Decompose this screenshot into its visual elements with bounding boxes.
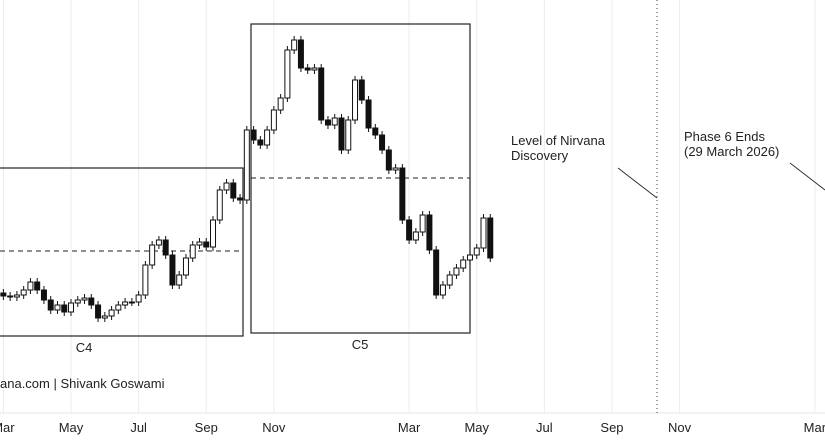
candle-body [196,241,203,246]
x-tick-label: Nov [262,420,286,435]
x-tick-label: Jul [130,420,147,435]
annotation: Discovery [511,148,569,163]
candle-body [297,39,304,69]
candle-body [466,254,473,261]
candle-body [318,67,325,121]
watermark: ana.com | Shivank Goswami [0,376,165,391]
x-tick-label: Nov [668,420,692,435]
candle-body [149,244,156,266]
candle-body [189,244,196,259]
candle-body [155,239,162,246]
candle-body [135,294,142,303]
candle-body [13,294,20,298]
arrow [789,162,825,191]
x-tick-label: Mar [0,420,15,435]
candle-body [257,139,264,146]
x-tick-label: Sep [600,420,623,435]
candle-body [115,304,122,311]
candle-body [324,119,331,126]
candle-body [419,214,426,233]
candle-body [88,297,95,306]
candle-body [7,295,14,298]
x-tick-label: Mar [398,420,421,435]
candle-body [331,117,338,126]
candle-body [270,109,277,131]
candle-body [20,289,27,296]
candle-body [480,217,487,249]
candle-body [230,182,237,199]
annotation: (29 March 2026) [684,144,779,159]
candle-body [460,259,467,269]
candle-body [203,241,210,248]
candles [0,36,494,322]
candle-body [379,134,386,151]
annotation: Level of Nirvana [511,133,606,148]
candle-body [122,301,129,306]
candle-body [74,299,81,304]
x-tick-label: May [59,420,84,435]
candle-body [446,274,453,286]
candle-body [426,214,433,251]
candle-body [352,79,359,121]
candle-body [176,274,183,286]
candle-body [34,281,41,291]
candle-body [439,284,446,296]
candle-body [487,217,494,259]
x-tick-label: Sep [195,420,218,435]
arrow [617,167,658,199]
candle-body [47,299,54,311]
candle-body [311,67,318,71]
candle-body [216,189,223,221]
candle-body [61,304,68,313]
candle-body [81,297,88,301]
candle-body [345,119,352,151]
candle-body [264,129,271,146]
candle-body [304,67,311,71]
candle-body [210,219,217,248]
candle-body [108,309,115,317]
candle-body [54,304,61,311]
candle-body [95,304,102,319]
grid [2,0,816,413]
candle-body [223,182,230,191]
candle-body [392,167,399,171]
candle-body [162,239,169,256]
candle-body [169,254,176,286]
candle-body [399,167,406,221]
candle-body [358,79,365,101]
x-tick-label: Mar [804,420,825,435]
candle-body [142,264,149,296]
candle-body [40,289,47,301]
candle-body [291,39,298,51]
box-label: C4 [76,340,93,355]
candle-body [412,231,419,241]
candle-body [237,197,244,201]
candle-body [433,249,440,296]
c4-box [0,167,244,337]
candle-body [365,99,372,129]
candle-body [385,149,392,171]
candle-body [338,117,345,151]
candle-body [68,302,75,313]
candle-body [243,129,250,201]
candle-body [406,219,413,241]
candle-body [128,301,135,304]
candle-body [101,315,108,319]
box-label: C5 [352,337,369,352]
candle-body [182,257,189,276]
candle-body [473,247,480,256]
x-tick-label: May [464,420,489,435]
candle-body [250,129,257,141]
x-tick-label: Jul [536,420,553,435]
candle-body [284,49,291,99]
candle-body [277,97,284,111]
candle-body [0,292,7,297]
candle-body [27,281,34,291]
candle-body [372,127,379,136]
candle-body [453,267,460,276]
annotation: Phase 6 Ends [684,129,765,144]
